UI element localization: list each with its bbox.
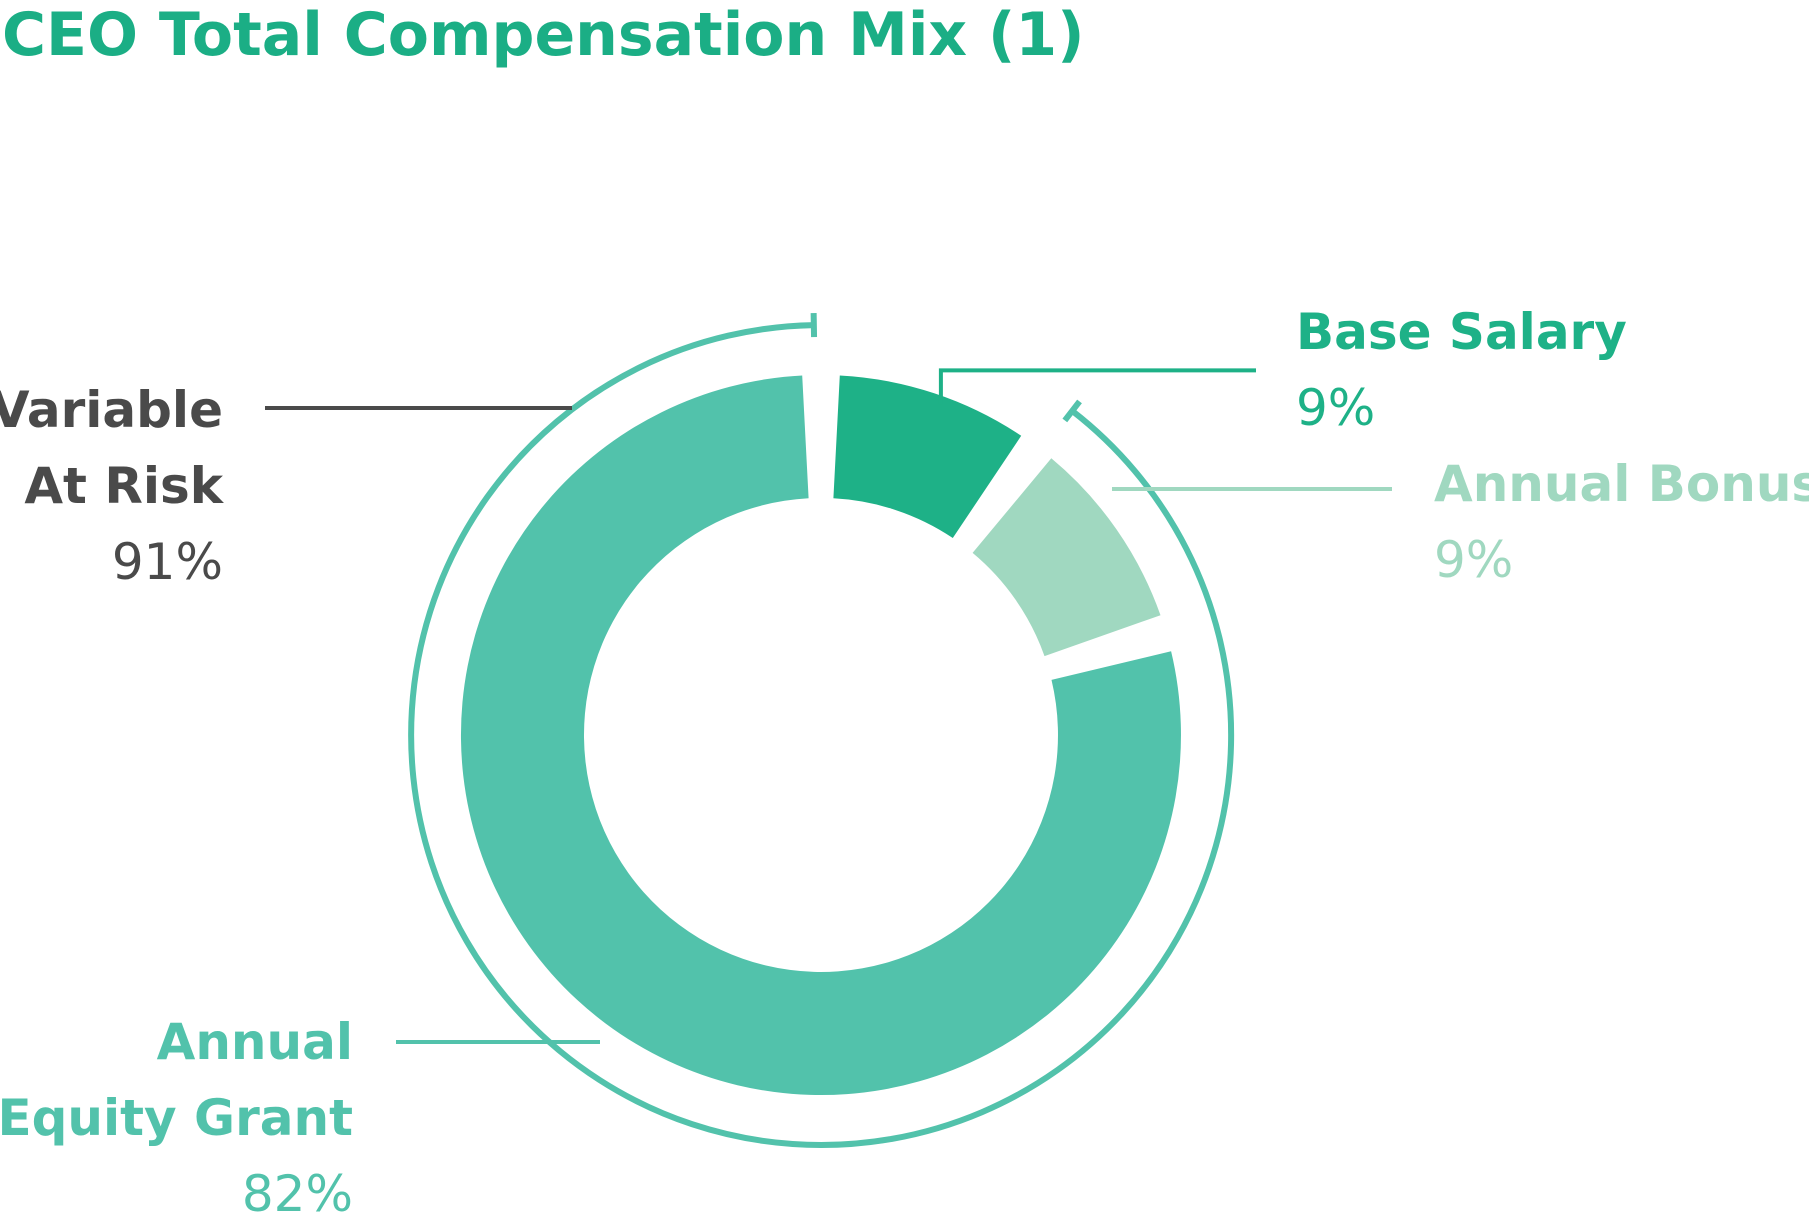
leader-base-salary	[941, 370, 1256, 404]
label-variable-name-line1: Variable	[0, 372, 223, 448]
label-annual-bonus-pct: 9%	[1434, 522, 1809, 598]
label-annual-bonus: Annual Bonus 9%	[1434, 446, 1809, 598]
label-variable-name-line2: At Risk	[0, 448, 223, 524]
label-equity-name-line2: Equity Grant	[0, 1080, 353, 1156]
label-base-salary-pct: 9%	[1296, 370, 1627, 446]
label-annual-equity-grant: Annual Equity Grant 82%	[0, 1004, 353, 1232]
label-base-salary: Base Salary 9%	[1296, 294, 1627, 446]
slice-base-salary	[833, 376, 1021, 539]
label-variable-pct: 91%	[0, 524, 223, 600]
label-equity-pct: 82%	[0, 1156, 353, 1232]
label-base-salary-name: Base Salary	[1296, 294, 1627, 370]
label-variable-at-risk: Variable At Risk 91%	[0, 372, 223, 600]
label-annual-bonus-name: Annual Bonus	[1434, 446, 1809, 522]
label-equity-name-line1: Annual	[0, 1004, 353, 1080]
